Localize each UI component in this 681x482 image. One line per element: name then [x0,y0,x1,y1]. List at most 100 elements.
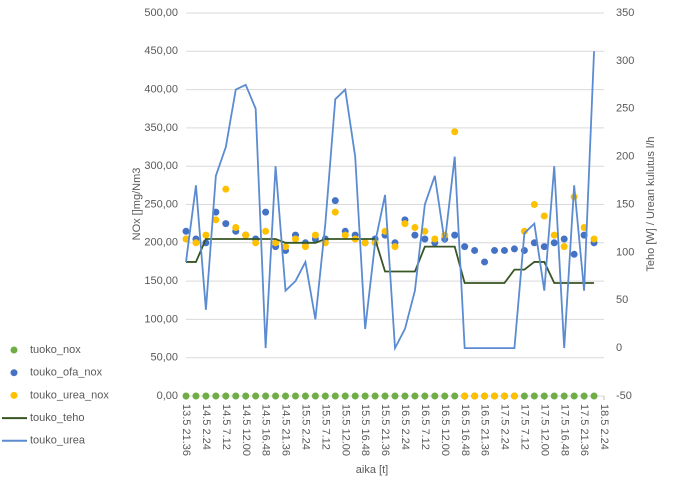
scatter-point [431,235,439,243]
x-tick-label: 16.5 7.12 [419,404,431,450]
scatter-point [570,250,578,258]
scatter-point [411,392,419,400]
x-tick-label: 14.5 21.36 [280,404,292,456]
x-tick-label: 16.5 2.24 [399,404,411,450]
legend-marker [10,391,18,399]
scatter-point [411,231,419,239]
scatter-point [321,392,329,400]
scatter-point [252,239,260,247]
y-tick-label: 100,00 [144,313,178,325]
scatter-point [520,392,528,400]
y-tick-label: 200,00 [144,237,178,249]
y2-tick-label: 250 [616,103,634,115]
x-axis-title: aika [t] [356,464,388,476]
scatter-point [262,227,270,235]
scatter-point [262,392,270,400]
y-tick-label: 450,00 [144,45,178,57]
scatter-point [262,208,270,216]
scatter-point [301,243,309,251]
y-tick-label: 150,00 [144,275,178,287]
x-tick-label: 17.5 16.48 [558,404,570,456]
scatter-point [291,235,299,243]
y-tick-label: 0,00 [157,390,178,402]
legend-marker [10,346,18,354]
scatter-point [421,392,429,400]
scatter-point [182,227,190,235]
scatter-point [222,392,230,400]
scatter-point [540,392,548,400]
scatter-point [341,392,349,400]
x-tick-label: 17.5 21.36 [578,404,590,456]
scatter-point [232,392,240,400]
x-tick-label: 15.5 21.36 [379,404,391,456]
x-tick-label: 14.5 16.48 [260,404,272,456]
scatter-point [560,392,568,400]
x-tick-label: 15.5 16.48 [359,404,371,456]
x-tick-label: 14.5 7.12 [220,404,232,450]
scatter-point [500,392,508,400]
scatter-point [331,392,339,400]
scatter-point [331,197,339,205]
scatter-point [530,201,538,208]
legend-label: touko_ofa_nox [30,367,103,379]
scatter-point [550,231,558,239]
scatter-point [252,392,260,400]
scatter-point [421,227,429,235]
y-tick-label: 300,00 [144,160,178,172]
y2-axis-title: Teho [W] / Urean kulutus l/h [645,136,657,271]
scatter-point [510,245,518,253]
x-tick-label: 14.5 12.00 [240,404,252,456]
y2-tick-label: 300 [616,55,634,67]
scatter-point [590,392,598,400]
scatter-point [341,231,349,239]
y-tick-label: 50,00 [150,352,178,364]
scatter-point [481,392,489,400]
y2-tick-label: 350 [616,7,634,19]
y-tick-label: 500,00 [144,7,178,19]
legend-label: tuoko_nox [30,344,81,356]
x-tick-label: 14.5 2.24 [200,404,212,450]
scatter-point [242,392,250,400]
scatter-point [401,220,409,228]
scatter-point [212,216,220,224]
x-tick-label: 17.5 7.12 [518,404,530,450]
x-tick-label: 16.5 16.48 [459,404,471,456]
scatter-point [520,227,528,235]
scatter-point [351,392,359,400]
scatter-point [311,392,319,400]
x-tick-label: 18.5 2.24 [598,404,610,450]
legend-label: touko_teho [30,412,84,424]
scatter-point [222,185,230,193]
scatter-point [291,392,299,400]
scatter-point [192,239,200,247]
scatter-point [411,223,419,231]
scatter-point [202,392,210,400]
legend-marker [10,369,18,377]
scatter-point [510,392,518,400]
scatter-point [590,235,598,243]
legend-label: touko_urea_nox [30,389,109,401]
scatter-point [540,212,548,220]
x-tick-label: 16.5 12.00 [439,404,451,456]
scatter-point [471,392,479,400]
scatter-point [461,392,469,400]
scatter-point [550,239,558,247]
x-tick-label: 17.5 2.24 [499,404,511,450]
scatter-point [491,392,499,400]
scatter-point [361,239,369,247]
scatter-point [272,392,280,400]
scatter-point [560,235,568,243]
scatter-point [381,392,389,400]
x-tick-label: 15.5 12.00 [339,404,351,456]
y2-tick-label: 200 [616,151,634,163]
scatter-point [222,220,230,228]
scatter-point [471,246,479,254]
scatter-point [192,392,200,400]
y2-tick-label: -50 [616,390,632,402]
scatter-point [451,231,459,239]
y-tick-label: 250,00 [144,198,178,210]
scatter-point [282,243,290,251]
y2-tick-label: 50 [616,294,628,306]
scatter-point [550,392,558,400]
